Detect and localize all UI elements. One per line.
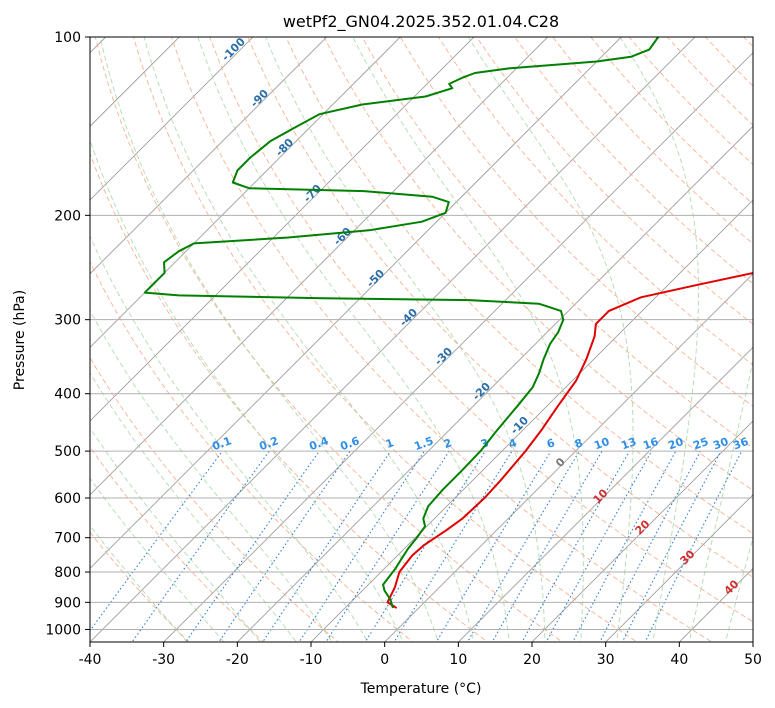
isotherm-line [90, 37, 696, 642]
mixing-ratio-label: 4 [507, 436, 519, 451]
mixing-ratio-label: 1 [384, 436, 396, 451]
isotherm-line [90, 37, 475, 422]
dry-adiabat-line [90, 446, 265, 642]
y-axis: 100 200 300 400 500 600 700 800 900 1000 [45, 30, 90, 638]
dry-adiabat-line [399, 37, 753, 407]
mixing-ratio-label: 0.4 [307, 434, 330, 453]
x-tick-label: 50 [744, 652, 762, 668]
isotherm-line [310, 199, 753, 642]
temperature-profile-line [386, 271, 753, 609]
x-tick-label: -20 [226, 652, 249, 668]
dewpoint-profile-line [143, 37, 660, 609]
y-tick-label: 200 [54, 208, 81, 224]
isotherm-line [90, 37, 254, 201]
y-tick-label: 300 [54, 313, 81, 329]
isotherm-line [457, 346, 753, 642]
mixing-ratio-label: 0.2 [257, 434, 280, 453]
dry-adiabat-line [285, 37, 753, 535]
moist-adiabat-line [265, 37, 546, 642]
dry-adiabat-line [514, 37, 753, 285]
dry-adiabat-line [361, 37, 753, 449]
moist-adiabat-line [143, 37, 475, 642]
isotherm-line [90, 37, 549, 496]
moist-adiabat-line [619, 37, 699, 642]
dry-adiabat-line [132, 37, 638, 642]
chart-title: wetPf2_GN04.2025.352.01.04.C28 [283, 12, 559, 32]
moist-adiabat-line [90, 309, 333, 642]
mixing-ratio-label: 8 [573, 436, 585, 451]
dry-adiabat-line [755, 10, 775, 654]
x-tick-label: 10 [449, 652, 467, 668]
dry-adiabat-line [90, 531, 190, 642]
pressure-grid [90, 37, 753, 630]
dry-adiabat-line [94, 37, 564, 642]
isotherm-line [90, 37, 180, 127]
mixing-ratio-label: 13 [619, 435, 638, 452]
isotherm-line [236, 125, 753, 642]
isotherm-line [0, 10, 59, 654]
isotherm-line [163, 52, 753, 642]
mixing-ratio-label: 1.5 [412, 434, 435, 453]
x-tick-label: 40 [670, 652, 688, 668]
mixing-ratio-label: 6 [545, 436, 557, 451]
mixing-ratio-label: 2 [442, 436, 454, 451]
moist-adiabat-line [90, 524, 188, 642]
x-tick-label: -40 [79, 652, 102, 668]
x-axis: -40 -30 -20 -10 0 10 20 30 40 50 [79, 642, 762, 668]
y-tick-label: 400 [54, 387, 81, 403]
mixing-ratio-label: 20 [666, 435, 685, 453]
mixing-ratio-label: 0.6 [338, 434, 361, 453]
dry-adiabat-line [209, 37, 753, 623]
y-tick-label: 700 [54, 531, 81, 547]
isotherm-line [384, 273, 753, 642]
y-tick-label: 600 [54, 491, 81, 507]
x-axis-title: Temperature (°C) [360, 681, 482, 697]
plot-background [90, 37, 753, 642]
mixing-ratio-label: 3 [479, 436, 491, 451]
isotherm-line [90, 37, 622, 570]
mixing-ratio-label: 25 [691, 435, 710, 452]
y-tick-label: 500 [54, 444, 81, 460]
mixing-ratio-label: 0.1 [210, 434, 233, 453]
y-tick-label: 800 [54, 565, 81, 581]
dry-adiabat-line [171, 37, 713, 642]
dry-adiabat-line [90, 261, 414, 642]
mixing-ratio-label: 30 [711, 435, 730, 453]
dry-adiabat-line [476, 37, 753, 325]
plot-frame [89, 36, 754, 643]
x-tick-label: 0 [380, 652, 389, 668]
mixing-ratio-label: 10 [592, 435, 611, 453]
mixing-ratio-label: 16 [641, 435, 660, 453]
moist-adiabat-line [725, 536, 753, 642]
isotherm-line [90, 37, 328, 275]
x-tick-label: 30 [597, 652, 615, 668]
y-tick-label: 1000 [45, 622, 81, 638]
profiles [143, 37, 753, 609]
y-axis-title: Pressure (hPa) [12, 290, 28, 390]
mixing-ratio-label: 36 [731, 435, 750, 453]
y-tick-label: 900 [54, 595, 81, 611]
isotherm-line [90, 37, 401, 348]
x-tick-label: 20 [523, 652, 541, 668]
isotherm-line [605, 494, 753, 642]
x-tick-label: -30 [152, 652, 175, 668]
x-tick-label: -10 [300, 652, 323, 668]
y-tick-label: 100 [54, 30, 81, 46]
